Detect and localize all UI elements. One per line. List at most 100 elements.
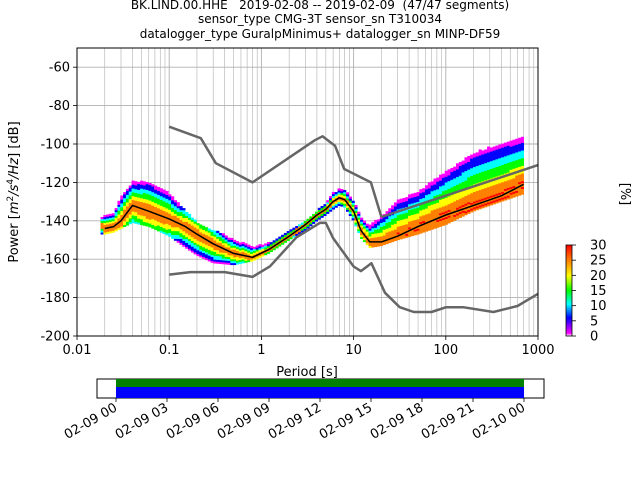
heatmap-cell <box>190 223 194 226</box>
heatmap-cell <box>489 160 493 164</box>
heatmap-cell <box>171 200 175 203</box>
heatmap-cell <box>156 208 161 211</box>
heatmap-cell <box>419 189 423 192</box>
heatmap-cell <box>430 202 434 205</box>
heatmap-cell <box>340 204 344 207</box>
heatmap-cell <box>179 240 183 243</box>
heatmap-cell <box>433 203 437 206</box>
heatmap-cell <box>520 173 525 176</box>
heatmap-cell <box>512 147 516 150</box>
heatmap-cell <box>441 189 446 192</box>
heatmap-cell <box>233 257 237 260</box>
heatmap-cell <box>357 215 361 218</box>
heatmap-cell <box>193 221 197 224</box>
heatmap-cell <box>430 192 434 196</box>
heatmap-cell <box>520 154 525 157</box>
heatmap-cell <box>357 228 361 232</box>
heatmap-cell <box>168 207 172 210</box>
heatmap-cell <box>464 191 468 195</box>
heatmap-cell <box>520 144 525 147</box>
heatmap-cell <box>506 153 510 156</box>
heatmap-cell <box>444 203 448 206</box>
heatmap-cell <box>123 207 127 210</box>
heatmap-cell <box>216 251 220 255</box>
heatmap-cell <box>334 203 338 206</box>
heatmap-cell <box>509 171 513 174</box>
heatmap-cell <box>362 220 367 223</box>
heatmap-cell <box>187 225 192 228</box>
heatmap-cell <box>100 228 104 231</box>
heatmap-cell <box>450 202 454 205</box>
heatmap-cell <box>453 183 457 187</box>
heatmap-cell <box>244 245 248 248</box>
heatmap-cell <box>230 241 234 244</box>
heatmap-cell <box>230 243 234 246</box>
heatmap-cell <box>489 172 493 175</box>
heatmap-cell <box>385 226 389 229</box>
heatmap-cell <box>447 186 451 189</box>
heatmap-cell <box>410 207 414 210</box>
heatmap-cell <box>518 187 522 190</box>
heatmap-cell <box>187 219 192 222</box>
heatmap-cell <box>204 244 209 247</box>
heatmap-cell <box>334 193 338 197</box>
heatmap-cell <box>207 232 211 235</box>
heatmap-cell <box>498 184 502 188</box>
heatmap-cell <box>385 222 389 225</box>
heatmap-cell <box>343 205 347 208</box>
heatmap-cell <box>410 203 414 206</box>
heatmap-cell <box>140 192 144 195</box>
heatmap-cell <box>467 198 471 201</box>
heatmap-cell <box>244 256 248 259</box>
heatmap-cell <box>140 186 144 189</box>
heatmap-cell <box>168 213 172 216</box>
heatmap-cell <box>137 187 141 190</box>
heatmap-cell <box>433 222 437 225</box>
heatmap-cell <box>348 204 352 207</box>
heatmap-cell <box>227 245 231 248</box>
heatmap-cell <box>515 161 519 164</box>
heatmap-cell <box>348 202 352 205</box>
heatmap-cell <box>187 217 192 220</box>
heatmap-cell <box>447 215 451 218</box>
heatmap-cell <box>221 242 225 246</box>
heatmap-cell <box>399 200 403 203</box>
heatmap-cell <box>439 209 443 212</box>
heatmap-cell <box>506 155 510 158</box>
heatmap-cell <box>385 224 389 227</box>
heatmap-cell <box>286 236 290 240</box>
heatmap-cell <box>402 219 406 222</box>
heatmap-cell <box>199 253 203 256</box>
heatmap-cell <box>489 166 493 169</box>
heatmap-cell <box>506 180 510 183</box>
heatmap-cell <box>489 199 493 202</box>
heatmap-cell <box>179 215 183 218</box>
heatmap-cell <box>145 183 149 187</box>
heatmap-cell <box>360 236 364 240</box>
heatmap-cell <box>221 262 225 265</box>
heatmap-cell <box>484 195 488 198</box>
heatmap-cell <box>472 170 477 173</box>
colorbar-tick-label: 5 <box>590 314 598 329</box>
heatmap-cell <box>472 159 477 162</box>
heatmap-cell <box>187 248 192 251</box>
heatmap-cell <box>441 212 446 215</box>
heatmap-cell <box>128 221 132 225</box>
heatmap-cell <box>419 212 423 215</box>
heatmap-cell <box>156 221 161 224</box>
heatmap-cell <box>515 156 519 159</box>
heatmap-cell <box>156 211 161 215</box>
heatmap-cell <box>199 249 203 252</box>
heatmap-cell <box>120 212 124 215</box>
heatmap-cell <box>472 172 477 175</box>
heatmap-cell <box>405 200 409 204</box>
heatmap-cell <box>515 179 519 182</box>
heatmap-cell <box>396 237 400 241</box>
heatmap-cell <box>515 175 519 178</box>
heatmap-cell <box>204 246 209 249</box>
y-tick-label: -120 <box>40 176 70 191</box>
heatmap-cell <box>518 160 522 164</box>
heatmap-cell <box>168 230 172 233</box>
heatmap-cell <box>156 217 161 220</box>
heatmap-cell <box>478 199 482 202</box>
